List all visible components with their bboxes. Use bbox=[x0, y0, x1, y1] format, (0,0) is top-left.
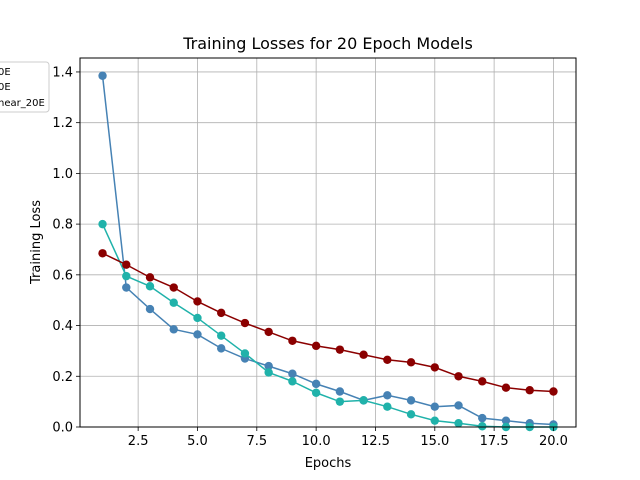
data-point bbox=[383, 355, 392, 364]
series-layer bbox=[98, 71, 558, 432]
data-point bbox=[240, 318, 250, 328]
data-point bbox=[359, 396, 368, 405]
data-point bbox=[217, 331, 226, 340]
chart-title: Training Losses for 20 Epoch Models bbox=[182, 34, 473, 53]
data-point bbox=[217, 344, 226, 353]
data-point bbox=[549, 387, 558, 396]
data-point bbox=[122, 283, 131, 292]
data-point bbox=[430, 416, 439, 425]
data-point bbox=[193, 330, 202, 339]
data-point bbox=[335, 387, 345, 396]
data-point bbox=[454, 401, 463, 410]
legend-box bbox=[0, 61, 50, 113]
y-tick-label: 0.0 bbox=[52, 421, 73, 436]
data-point bbox=[335, 345, 345, 354]
data-point bbox=[288, 336, 297, 345]
data-point bbox=[501, 416, 511, 425]
x-tick-label: 7.5 bbox=[246, 434, 267, 449]
data-point bbox=[501, 383, 511, 392]
x-tick-label: 12.5 bbox=[361, 434, 390, 449]
data-point bbox=[240, 349, 250, 358]
data-point bbox=[264, 361, 273, 371]
data-point bbox=[264, 327, 273, 337]
data-point bbox=[98, 71, 107, 80]
x-tick-label: 10.0 bbox=[302, 434, 331, 449]
x-tick-label: 2.5 bbox=[128, 434, 149, 449]
data-point bbox=[169, 283, 178, 292]
x-tick-label: 5.0 bbox=[187, 434, 208, 449]
y-tick-label: 0.8 bbox=[52, 218, 73, 233]
legend-entry-1: 0E bbox=[0, 82, 11, 93]
data-point bbox=[359, 350, 368, 359]
y-tick-label: 0.2 bbox=[52, 370, 73, 385]
data-point bbox=[98, 249, 107, 258]
data-point bbox=[288, 369, 297, 378]
data-point bbox=[122, 260, 131, 269]
data-point bbox=[145, 304, 155, 314]
data-point bbox=[454, 418, 463, 428]
x-axis-ticks: 2.5 5.0 7.5 10.0 12.5 15.0 17.5 20.0 bbox=[128, 427, 568, 449]
data-point bbox=[311, 388, 321, 397]
series-2 bbox=[98, 249, 558, 396]
data-point bbox=[193, 313, 202, 323]
data-point bbox=[406, 396, 416, 405]
data-point bbox=[383, 391, 392, 400]
data-point bbox=[383, 402, 392, 411]
data-point bbox=[406, 410, 416, 419]
y-tick-label: 1.2 bbox=[52, 116, 73, 131]
data-point bbox=[525, 386, 534, 395]
y-tick-label: 1.4 bbox=[52, 65, 73, 80]
data-point bbox=[311, 379, 321, 389]
y-tick-label: 0.4 bbox=[52, 319, 73, 334]
data-point bbox=[430, 363, 439, 372]
plot-frame bbox=[79, 57, 577, 428]
y-axis-ticks: 0.0 0.2 0.4 0.6 0.8 1.0 1.2 1.4 bbox=[52, 65, 80, 436]
data-point bbox=[311, 341, 321, 351]
series-1 bbox=[98, 219, 558, 432]
data-point bbox=[335, 397, 345, 406]
data-point bbox=[406, 358, 416, 367]
x-tick-label: 15.0 bbox=[420, 434, 449, 449]
data-point bbox=[478, 422, 487, 431]
y-tick-label: 1.0 bbox=[52, 167, 73, 182]
x-axis-label: Epochs bbox=[305, 456, 352, 471]
legend: 0E 0E near_20E bbox=[0, 61, 50, 113]
data-point bbox=[98, 219, 107, 229]
legend-entry-2: near_20E bbox=[0, 98, 45, 109]
data-point bbox=[145, 273, 155, 282]
data-point bbox=[169, 325, 178, 334]
data-point bbox=[122, 271, 131, 281]
y-axis-label: Training Loss bbox=[29, 200, 44, 285]
data-point bbox=[288, 377, 297, 386]
legend-entry-0: 0E bbox=[0, 67, 11, 78]
data-point bbox=[264, 368, 273, 377]
data-point bbox=[145, 282, 155, 291]
data-point bbox=[217, 308, 226, 318]
data-point bbox=[430, 402, 439, 411]
data-point bbox=[169, 298, 178, 307]
data-point bbox=[193, 297, 202, 306]
x-tick-label: 17.5 bbox=[480, 434, 509, 449]
data-point bbox=[478, 377, 487, 386]
data-point bbox=[454, 372, 463, 381]
data-point bbox=[478, 413, 487, 423]
y-tick-label: 0.6 bbox=[52, 268, 73, 283]
x-tick-label: 20.0 bbox=[539, 434, 568, 449]
